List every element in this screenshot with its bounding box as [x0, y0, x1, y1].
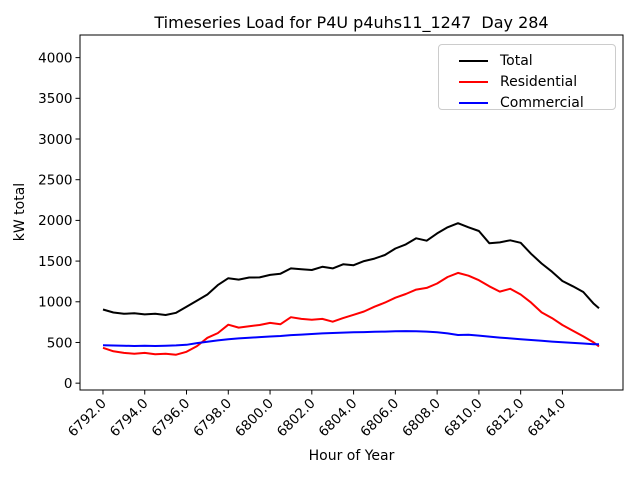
x-tick-label: 6802.0	[274, 396, 319, 441]
y-tick-label: 1000	[38, 295, 72, 311]
x-tick-label: 6792.0	[65, 396, 110, 441]
legend-item-commercial: Commercial	[459, 95, 615, 111]
y-tick-label: 3000	[38, 132, 72, 148]
x-tick-label: 6796.0	[149, 396, 194, 441]
x-tick-label: 6812.0	[483, 396, 528, 441]
legend-label-total: Total	[500, 53, 533, 69]
series-residential-line	[102, 271, 600, 356]
y-tick-label: 3500	[38, 91, 72, 107]
legend-label-commercial: Commercial	[500, 95, 584, 111]
x-tick-label: 6800.0	[232, 396, 277, 441]
x-axis-label: Hour of Year	[308, 448, 395, 464]
commercial-line-swatch	[459, 102, 488, 104]
legend-item-total: Total	[459, 53, 615, 69]
y-tick-label: 500	[47, 335, 73, 351]
x-tick-label: 6810.0	[441, 396, 486, 441]
x-tick-label: 6808.0	[399, 396, 444, 441]
legend-label-residential: Residential	[500, 74, 578, 90]
x-tick-label: 6798.0	[190, 396, 235, 441]
x-tick-label: 6806.0	[357, 396, 402, 441]
series-total-line	[102, 222, 600, 316]
y-tick-label: 1500	[38, 254, 72, 270]
y-tick-label: 4000	[38, 50, 72, 66]
y-tick-label: 2000	[38, 213, 72, 229]
y-tick-label: 0	[64, 376, 73, 392]
y-axis-label: kW total	[12, 182, 28, 242]
residential-line-swatch	[459, 81, 488, 83]
x-tick-label: 6814.0	[525, 396, 570, 441]
y-tick-label: 2500	[38, 173, 72, 189]
legend-item-residential: Residential	[459, 74, 615, 90]
chart-title: Timeseries Load for P4U p4uhs11_1247 Day…	[154, 13, 549, 32]
x-tick-label: 6794.0	[107, 396, 152, 441]
x-tick-label: 6804.0	[316, 396, 361, 441]
legend: Total Residential Commercial	[438, 44, 616, 111]
axes-frame	[79, 34, 624, 391]
series-commercial-line	[102, 330, 600, 347]
total-line-swatch	[459, 60, 488, 62]
